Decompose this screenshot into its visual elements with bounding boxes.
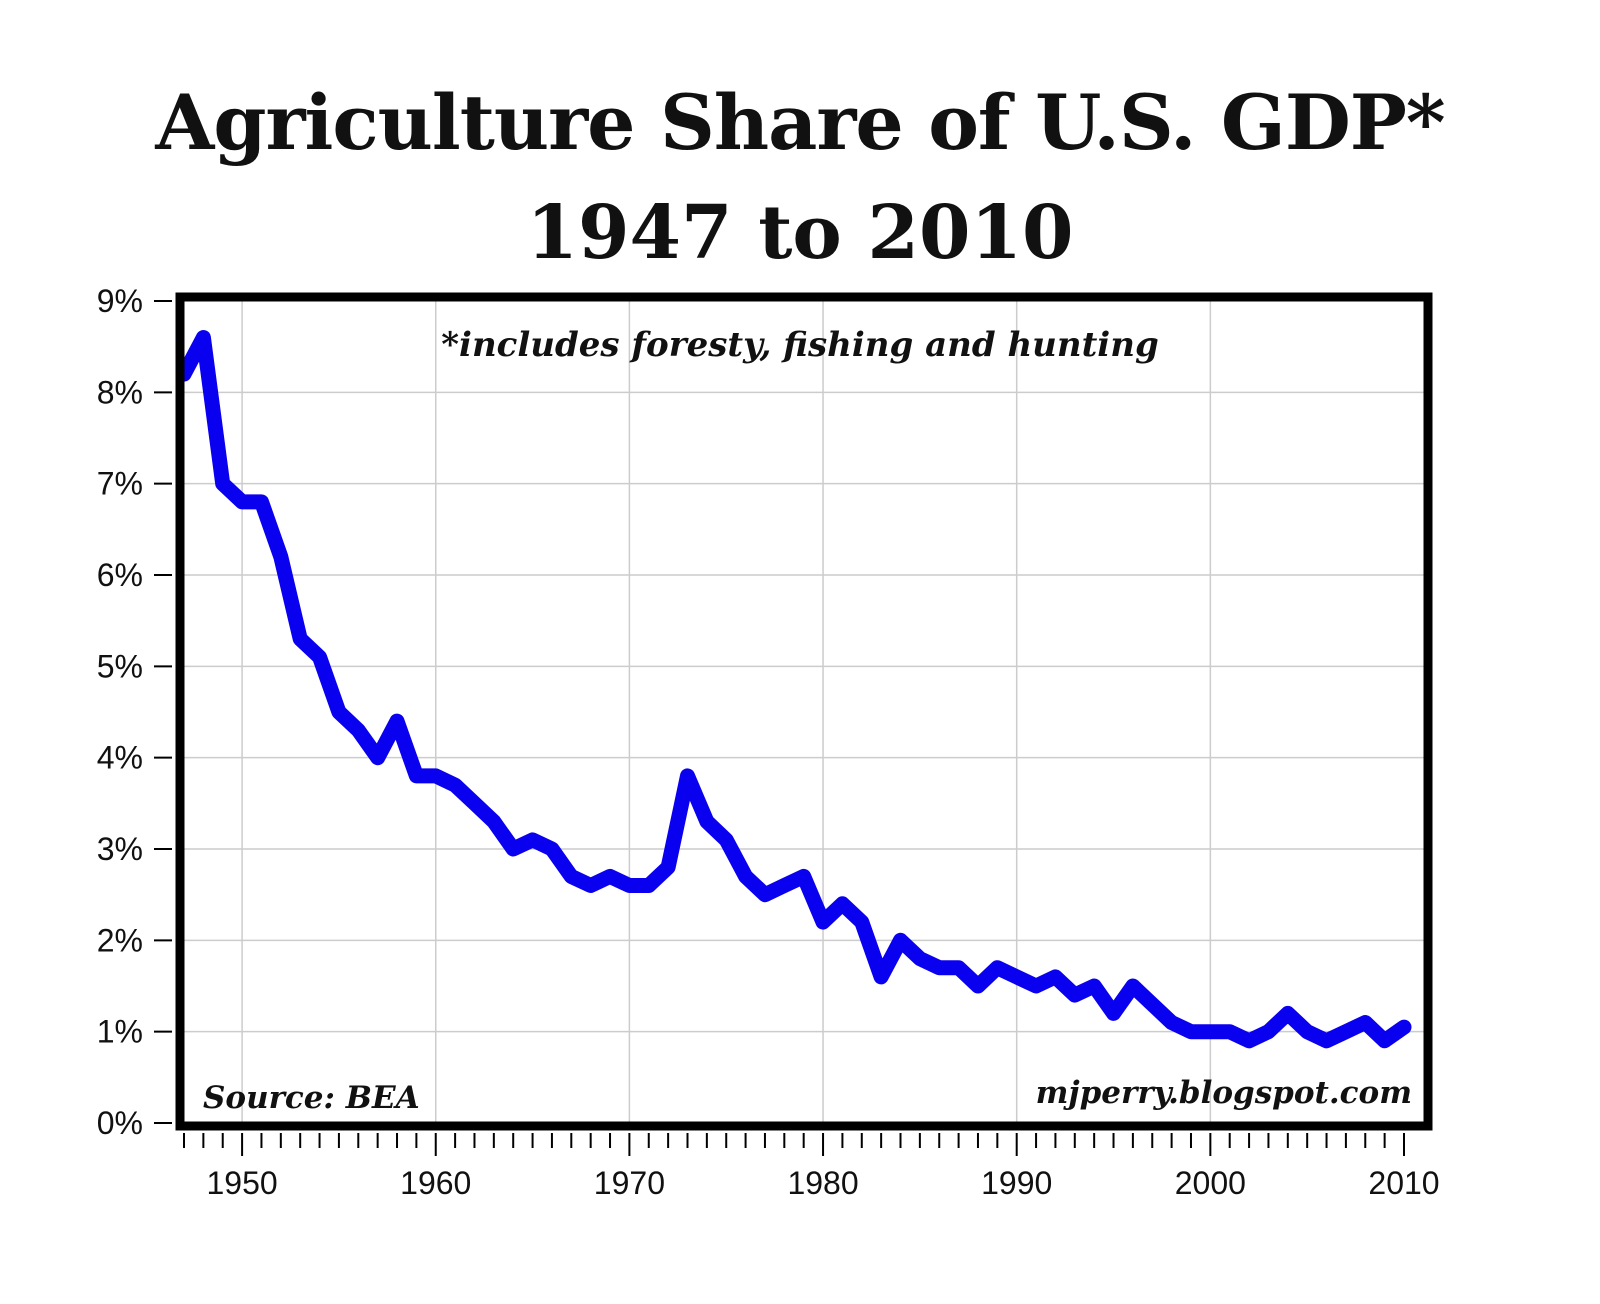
y-tick-label: 5%	[97, 648, 143, 684]
data-point	[996, 966, 999, 969]
data-point	[1248, 1039, 1251, 1042]
data-point	[570, 875, 573, 878]
data-point	[318, 656, 321, 659]
data-point	[744, 875, 747, 878]
y-tick-label: 6%	[97, 557, 143, 593]
data-point	[357, 729, 360, 732]
data-point	[841, 902, 844, 905]
data-point	[337, 711, 340, 713]
data-point	[589, 884, 592, 887]
source-note: Source: BEA	[203, 1080, 420, 1116]
data-point	[279, 555, 282, 558]
y-axis: 0% 1% 2% 3% 4% 5% 6% 7% 8% 9%	[97, 283, 172, 1141]
data-point	[1170, 1021, 1173, 1024]
x-tick-label: 2000	[1175, 1165, 1246, 1201]
data-point	[880, 975, 883, 978]
data-point	[396, 720, 398, 723]
data-point	[1015, 975, 1018, 978]
x-tick-label: 1970	[594, 1165, 665, 1201]
watermark: mjperry.blogspot.com	[1036, 1075, 1412, 1111]
data-point	[628, 884, 631, 887]
data-point	[783, 884, 786, 887]
data-point	[473, 802, 476, 805]
x-tick-label: 2010	[1368, 1165, 1439, 1201]
data-point	[764, 893, 766, 896]
y-tick-label: 7%	[97, 466, 143, 502]
data-point	[705, 820, 708, 823]
data-point	[221, 482, 224, 485]
data-point	[260, 500, 263, 503]
data-point	[1151, 1003, 1154, 1006]
data-point	[531, 838, 534, 841]
chart-subtitle: 1947 to 2010	[526, 190, 1074, 276]
data-point	[1228, 1030, 1231, 1033]
data-point	[434, 774, 437, 777]
data-point	[1131, 985, 1134, 987]
y-tick-label: 8%	[97, 374, 143, 410]
data-point	[609, 875, 611, 878]
data-point	[1093, 985, 1096, 987]
data-point	[202, 336, 205, 339]
x-axis: 1950 1960 1970 1980 1990 2000 2010	[183, 1133, 1440, 1201]
data-point	[1286, 1012, 1289, 1015]
data-point	[957, 966, 960, 969]
data-point	[1190, 1030, 1192, 1033]
x-tick-label: 1960	[400, 1165, 471, 1201]
data-point	[550, 848, 553, 850]
data-point	[822, 921, 824, 924]
data-point	[492, 820, 495, 823]
data-point	[938, 966, 941, 969]
series-line	[176, 330, 1412, 1049]
y-tick-label: 3%	[97, 831, 143, 867]
data-point	[1267, 1030, 1270, 1033]
data-point	[1306, 1030, 1309, 1033]
y-tick-label: 4%	[97, 740, 143, 776]
data-point	[802, 875, 805, 878]
data-point	[1383, 1039, 1386, 1042]
grid-lines	[180, 297, 1428, 1126]
data-point	[899, 939, 902, 942]
data-point	[241, 500, 244, 503]
data-point	[299, 637, 302, 640]
y-tick-label: 9%	[97, 283, 143, 319]
data-point	[1403, 1026, 1405, 1029]
data-point	[454, 784, 457, 787]
chart-annotation: *includes foresty, fishing and hunting	[441, 325, 1158, 365]
data-point	[647, 884, 650, 887]
chart-title: Agriculture Share of U.S. GDP*	[155, 78, 1445, 167]
data-point	[415, 774, 418, 777]
data-point	[1364, 1021, 1367, 1024]
data-point	[977, 985, 979, 987]
x-tick-label: 1950	[207, 1165, 278, 1201]
x-tick-label: 1990	[981, 1165, 1052, 1201]
data-point	[512, 848, 515, 850]
data-point	[860, 921, 863, 924]
y-tick-label: 0%	[97, 1105, 143, 1141]
data-point	[1325, 1039, 1328, 1042]
x-tick-label: 1980	[787, 1165, 858, 1201]
data-point	[686, 774, 689, 777]
data-point	[1054, 975, 1057, 978]
plot-frame	[175, 292, 1433, 1131]
series-group	[176, 330, 1412, 1049]
data-point	[918, 957, 921, 960]
data-point	[1073, 994, 1076, 997]
data-point	[1035, 985, 1038, 987]
y-tick-label: 2%	[97, 922, 143, 958]
data-point	[1344, 1030, 1347, 1033]
data-point	[1209, 1030, 1212, 1033]
y-tick-label: 1%	[97, 1014, 143, 1050]
data-point	[725, 838, 728, 841]
data-point	[667, 866, 670, 869]
data-point	[376, 756, 379, 759]
data-point	[1112, 1012, 1115, 1015]
